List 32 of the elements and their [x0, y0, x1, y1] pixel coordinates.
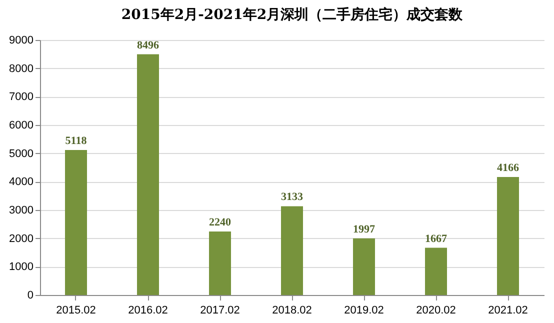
y-tick-label: 0	[27, 290, 34, 302]
x-tick-label: 2018.02	[272, 304, 312, 316]
y-tick-label: 7000	[9, 91, 34, 104]
data-label: 8496	[137, 39, 160, 52]
bar	[137, 54, 159, 295]
y-tick-label: 6000	[9, 120, 34, 132]
data-label: 5118	[65, 134, 88, 147]
data-label: 1997	[353, 223, 376, 236]
y-tick-label: 2000	[9, 232, 34, 245]
x-tick-label: 2017.02	[200, 304, 240, 316]
y-tick-label: 8000	[9, 62, 34, 75]
x-tick-label: 2016.02	[128, 304, 168, 316]
data-label: 3133	[281, 191, 304, 204]
y-tick-label: 9000	[9, 34, 34, 46]
bar	[425, 248, 447, 295]
bar	[65, 150, 87, 295]
bar	[353, 238, 375, 295]
y-tick-label: 3000	[9, 204, 34, 216]
x-tick-label: 2021.02	[488, 304, 528, 316]
y-tick-label: 5000	[9, 148, 34, 160]
x-tick-label: 2020.02	[416, 304, 456, 316]
x-tick-label: 2019.02	[344, 304, 384, 316]
chart-title: 2015年2月-2021年2月深圳（二手房住宅）成交套数	[121, 6, 464, 23]
y-tick-label: 1000	[9, 261, 34, 274]
y-tick-label: 4000	[9, 176, 34, 188]
data-label: 4166	[497, 162, 520, 174]
bar	[209, 232, 231, 295]
data-label: 2240	[209, 216, 232, 229]
bar	[497, 176, 519, 295]
bar	[281, 206, 303, 295]
x-tick-label: 2015.02	[56, 304, 96, 316]
data-label: 1667	[425, 232, 448, 245]
